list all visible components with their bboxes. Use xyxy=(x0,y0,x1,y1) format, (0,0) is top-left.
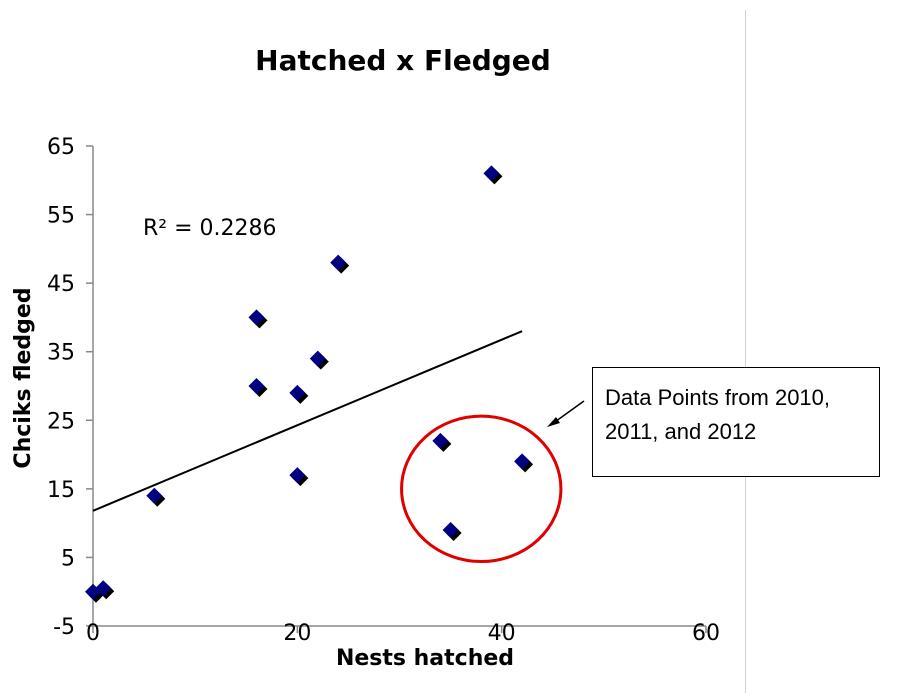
data-point xyxy=(95,580,115,600)
y-tick-label: 5 xyxy=(61,546,75,571)
x-tick-label: 40 xyxy=(488,621,516,646)
data-point xyxy=(330,254,350,274)
data-point xyxy=(432,432,452,452)
data-point-marker xyxy=(432,432,449,449)
x-tick-label: 20 xyxy=(283,621,311,646)
data-point-marker xyxy=(330,254,347,271)
data-point xyxy=(309,350,329,370)
data-point-marker xyxy=(483,165,500,182)
r-squared-label: R² = 0.2286 xyxy=(143,216,277,241)
data-point-marker xyxy=(248,309,265,326)
x-axis-label: Nests hatched xyxy=(336,646,514,671)
data-point-marker xyxy=(442,522,459,538)
data-point-marker xyxy=(95,580,112,597)
data-point-marker xyxy=(309,350,326,367)
y-axis-label: Chciks fledged xyxy=(11,287,36,468)
data-point xyxy=(514,453,534,473)
data-point xyxy=(289,384,309,404)
data-point xyxy=(248,378,268,397)
data-point xyxy=(146,487,166,507)
y-tick-label: 65 xyxy=(47,135,75,160)
data-point xyxy=(289,467,309,487)
y-tick-label: -5 xyxy=(53,615,75,640)
data-point xyxy=(248,309,268,329)
data-point-marker xyxy=(289,384,306,401)
chart-title: Hatched x Fledged xyxy=(255,44,551,77)
data-point xyxy=(483,165,503,185)
data-point xyxy=(442,522,462,541)
data-points xyxy=(85,165,534,603)
y-tick-label: 45 xyxy=(47,272,75,297)
y-tick-label: 55 xyxy=(47,204,75,229)
x-tick-label: 60 xyxy=(692,621,720,646)
x-tick-label: 0 xyxy=(86,621,100,646)
highlight-circle xyxy=(400,414,563,564)
data-point-marker xyxy=(289,467,306,484)
data-point-marker xyxy=(146,487,163,504)
y-tick-label: 15 xyxy=(47,478,75,503)
y-tick-label: 35 xyxy=(47,341,75,366)
y-axis-ticks: 65 55 45 35 25 15 5 -5 xyxy=(47,135,93,640)
callout-text-line2: 2011, and 2012 xyxy=(605,419,757,444)
callout-arrow xyxy=(547,400,585,427)
callout-box: Data Points from 2010, 2011, and 2012 xyxy=(592,367,880,477)
axes xyxy=(92,146,706,627)
callout-text-line1: Data Points from 2010, xyxy=(605,385,831,410)
trendline xyxy=(92,330,523,512)
y-tick-label: 25 xyxy=(47,409,75,434)
panel-divider xyxy=(745,10,746,693)
x-axis-ticks: 0 20 40 60 xyxy=(86,621,720,646)
data-point-marker xyxy=(514,453,531,470)
data-point-marker xyxy=(248,378,265,394)
